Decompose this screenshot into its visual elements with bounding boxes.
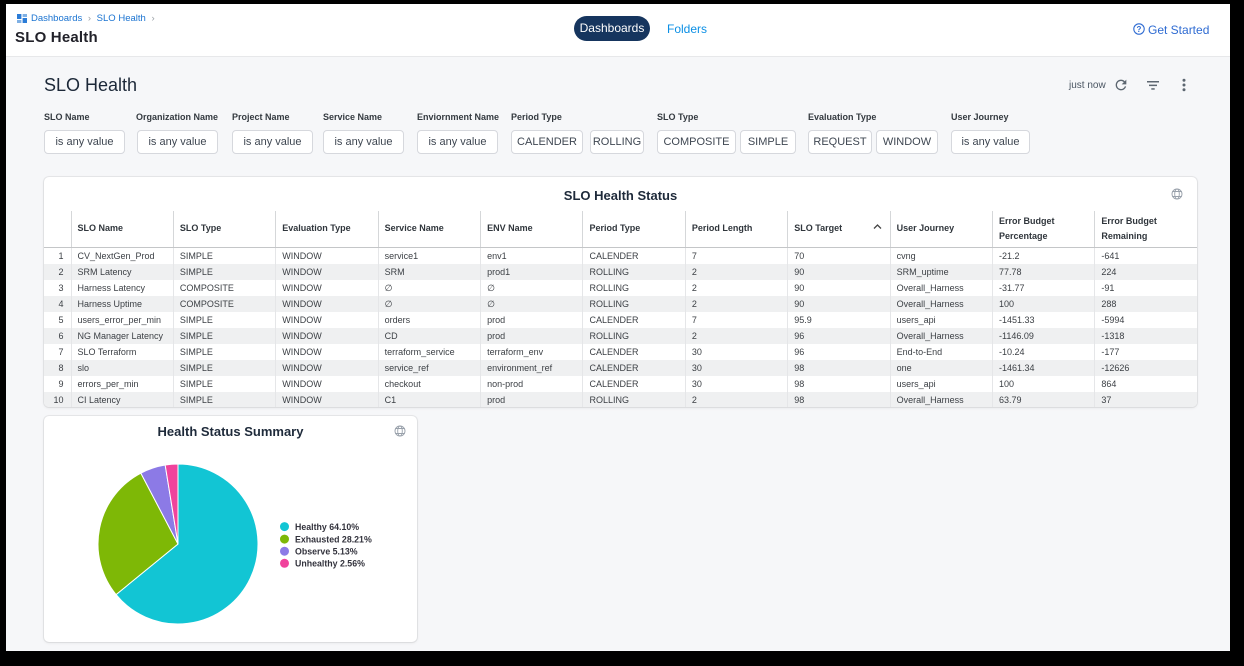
svg-text:Observe 5.13%: Observe 5.13% (295, 546, 358, 556)
svg-text:?: ? (1137, 25, 1142, 34)
svg-text:Unhealthy 2.56%: Unhealthy 2.56% (295, 559, 365, 569)
svg-text:Exhausted 28.21%: Exhausted 28.21% (295, 534, 372, 544)
svg-text:Healthy 64.10%: Healthy 64.10% (295, 522, 359, 532)
